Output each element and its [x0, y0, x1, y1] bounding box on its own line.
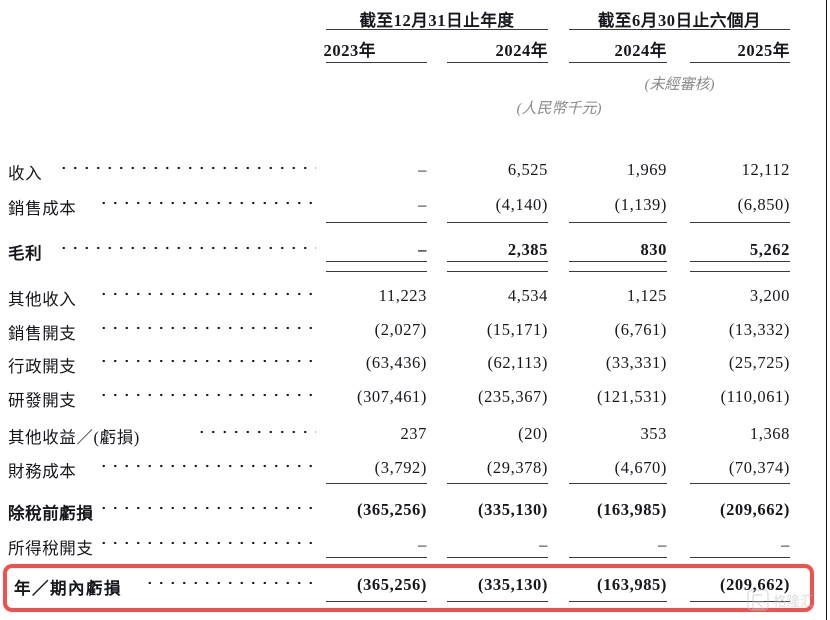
- svg-text:格隆汇: 格隆汇: [773, 594, 814, 609]
